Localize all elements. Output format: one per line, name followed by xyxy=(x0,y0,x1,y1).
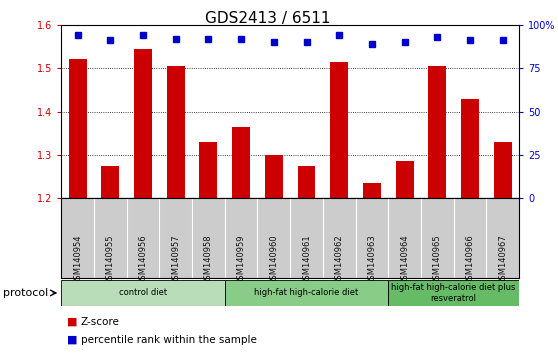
Text: Z-score: Z-score xyxy=(81,317,120,327)
Bar xyxy=(134,48,152,198)
Text: protocol: protocol xyxy=(3,288,48,298)
Text: GSM140959: GSM140959 xyxy=(237,234,246,285)
Bar xyxy=(428,66,446,198)
Bar xyxy=(199,142,218,198)
Bar xyxy=(265,155,283,198)
Text: GSM140966: GSM140966 xyxy=(465,234,474,285)
Bar xyxy=(388,280,519,306)
Text: GSM140967: GSM140967 xyxy=(498,234,507,285)
Bar xyxy=(297,166,315,198)
Bar xyxy=(330,62,348,198)
Text: GSM140965: GSM140965 xyxy=(433,234,442,285)
Text: high-fat high-calorie diet plus
resveratrol: high-fat high-calorie diet plus resverat… xyxy=(391,283,516,303)
Text: GSM140958: GSM140958 xyxy=(204,234,213,285)
Text: GSM140956: GSM140956 xyxy=(138,234,147,285)
Bar xyxy=(61,280,225,306)
Bar xyxy=(69,59,86,198)
Bar xyxy=(167,66,185,198)
Bar xyxy=(102,166,119,198)
Bar xyxy=(461,98,479,198)
Bar xyxy=(232,127,250,198)
Text: GSM140957: GSM140957 xyxy=(171,234,180,285)
Text: GSM140963: GSM140963 xyxy=(367,234,376,285)
Text: ■: ■ xyxy=(67,335,78,345)
Text: control diet: control diet xyxy=(119,289,167,297)
Text: GDS2413 / 6511: GDS2413 / 6511 xyxy=(205,11,330,25)
Text: high-fat high-calorie diet: high-fat high-calorie diet xyxy=(254,289,359,297)
Bar xyxy=(396,161,413,198)
Text: GSM140962: GSM140962 xyxy=(335,234,344,285)
Text: percentile rank within the sample: percentile rank within the sample xyxy=(81,335,257,345)
Bar xyxy=(494,142,512,198)
Bar xyxy=(225,280,388,306)
Text: GSM140961: GSM140961 xyxy=(302,234,311,285)
Text: ■: ■ xyxy=(67,317,78,327)
Bar xyxy=(363,183,381,198)
Text: GSM140960: GSM140960 xyxy=(270,234,278,285)
Text: GSM140954: GSM140954 xyxy=(73,234,82,285)
Text: GSM140955: GSM140955 xyxy=(106,234,115,285)
Text: GSM140964: GSM140964 xyxy=(400,234,409,285)
